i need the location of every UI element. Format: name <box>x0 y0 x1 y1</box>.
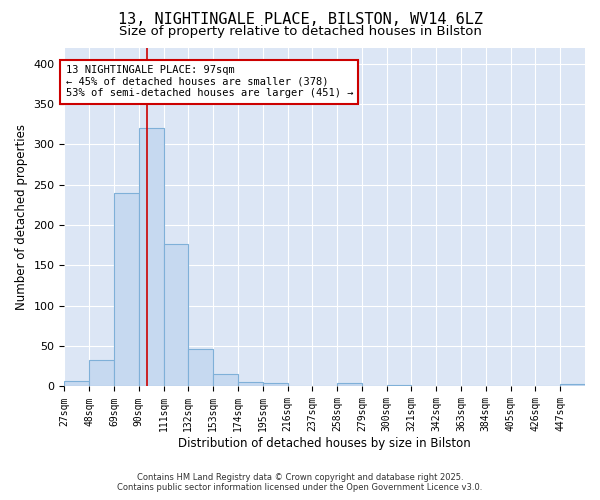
Bar <box>188 350 213 387</box>
Bar <box>386 385 412 386</box>
Bar <box>64 381 89 386</box>
X-axis label: Distribution of detached houses by size in Bilston: Distribution of detached houses by size … <box>178 437 471 450</box>
Y-axis label: Number of detached properties: Number of detached properties <box>15 124 28 310</box>
Bar <box>164 244 188 386</box>
Text: 13 NIGHTINGALE PLACE: 97sqm
← 45% of detached houses are smaller (378)
53% of se: 13 NIGHTINGALE PLACE: 97sqm ← 45% of det… <box>65 66 353 98</box>
Bar <box>139 128 164 386</box>
Text: 13, NIGHTINGALE PLACE, BILSTON, WV14 6LZ: 13, NIGHTINGALE PLACE, BILSTON, WV14 6LZ <box>118 12 482 28</box>
Bar <box>560 384 585 386</box>
Bar <box>89 360 114 386</box>
Text: Size of property relative to detached houses in Bilston: Size of property relative to detached ho… <box>119 25 481 38</box>
Bar <box>114 193 139 386</box>
Bar <box>263 383 287 386</box>
Bar <box>213 374 238 386</box>
Bar <box>337 383 362 386</box>
Text: Contains HM Land Registry data © Crown copyright and database right 2025.
Contai: Contains HM Land Registry data © Crown c… <box>118 473 482 492</box>
Bar <box>238 382 263 386</box>
